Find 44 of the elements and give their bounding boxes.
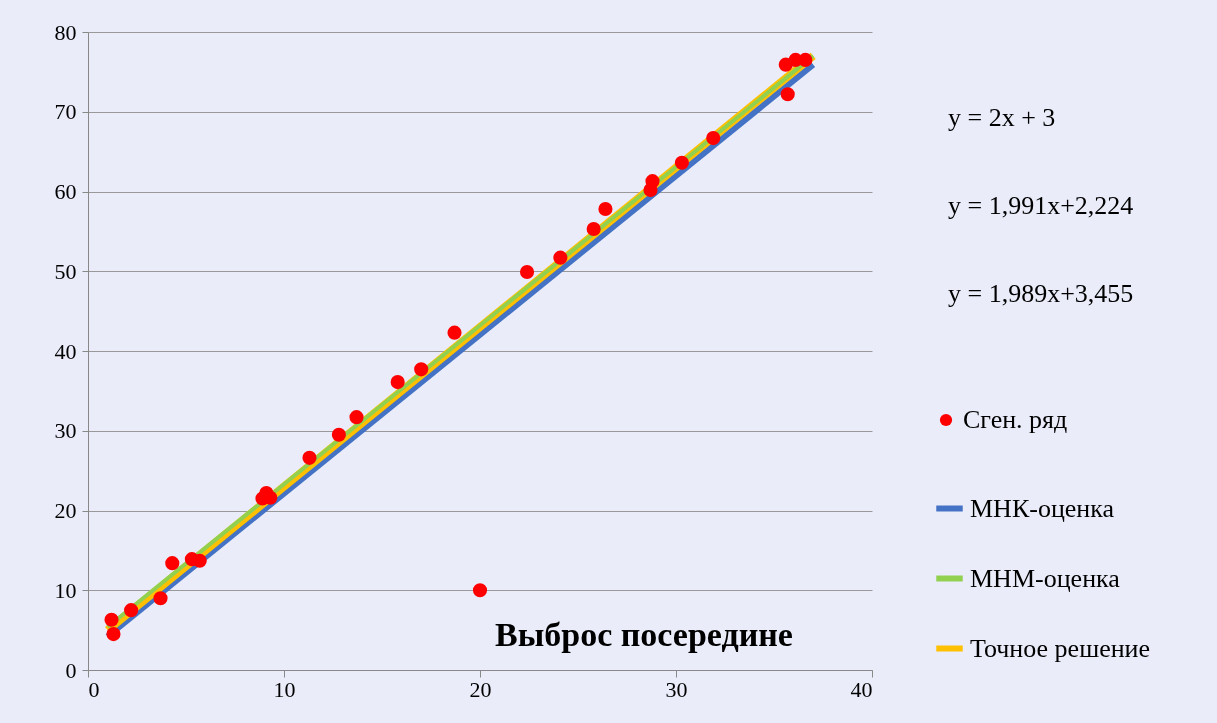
legend-label: МНК-оценка: [970, 493, 1115, 523]
annotation: Выброс посередине: [495, 616, 793, 653]
text: y = 2x + 3: [948, 103, 1056, 132]
point: [706, 131, 721, 146]
point: [798, 52, 813, 67]
y-tick-label: 20: [54, 498, 77, 523]
point: [553, 250, 568, 265]
point: [124, 603, 139, 618]
point: [586, 221, 601, 237]
point: [447, 325, 462, 340]
text: y = 1,989x+3,455: [948, 279, 1134, 308]
point: [302, 450, 317, 465]
point: [331, 427, 346, 442]
x-tick-label: 30: [665, 676, 688, 702]
point: [780, 87, 795, 102]
point: [153, 591, 168, 606]
point: [598, 201, 613, 217]
legend-label: МНМ-оценка: [970, 563, 1121, 593]
point: [165, 556, 180, 571]
point: [349, 410, 364, 425]
point: [519, 264, 535, 280]
point: [192, 553, 207, 568]
point: [390, 375, 405, 390]
point: [414, 362, 429, 377]
y-tick-label: 50: [54, 258, 77, 284]
x-tick-label: 40: [850, 676, 873, 702]
x-tick-label: 0: [88, 676, 100, 702]
y-tick-label: 60: [54, 179, 77, 204]
y-tick-label: 80: [54, 19, 77, 45]
text: y = 1,991x+2,224: [948, 191, 1134, 220]
point: [104, 612, 119, 627]
x-tick-label: 20: [469, 676, 492, 702]
y-tick-label: 0: [65, 657, 77, 683]
y-tick-label: 10: [54, 577, 77, 603]
y-tick-label: 40: [54, 338, 77, 364]
x-tick-label: 10: [273, 676, 296, 702]
point: [472, 583, 488, 598]
point: [674, 155, 689, 170]
legend-label: Сген. ряд: [963, 405, 1068, 434]
point: [106, 627, 121, 642]
y-tick-label: 30: [54, 418, 77, 444]
point: [645, 174, 660, 189]
y-tick-label: 70: [54, 99, 77, 125]
legend-label: Точное решение: [970, 633, 1151, 663]
